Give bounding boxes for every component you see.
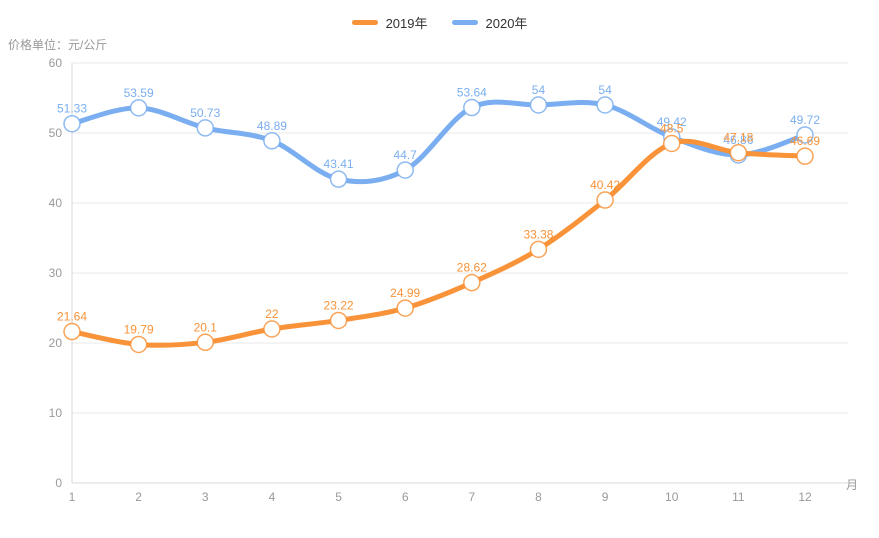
x-axis-name: 月: [846, 478, 858, 492]
data-point-2020年-m2[interactable]: [129, 99, 148, 117]
data-label-2019年-m9: 40.42: [590, 178, 620, 192]
data-label-2020年-m4: 48.89: [257, 119, 287, 133]
data-point-2019年-m11[interactable]: [729, 143, 748, 162]
data-label-2019年-m12: 46.69: [790, 134, 820, 148]
data-label-2020年-m8: 54: [532, 83, 546, 97]
data-point-2019年-m9[interactable]: [596, 191, 614, 209]
legend-label-2019: 2019年: [385, 16, 428, 31]
data-label-2019年-m6: 24.99: [390, 286, 420, 300]
data-point-2019年-m2[interactable]: [129, 335, 148, 354]
data-label-2019年-m10: 48.5: [660, 122, 684, 136]
x-tick-label: 3: [202, 490, 209, 504]
data-point-2019年-m7[interactable]: [463, 273, 481, 292]
x-tick-label: 8: [535, 490, 542, 504]
data-label-2020年-m1: 51.33: [57, 102, 87, 116]
x-tick-label: 9: [602, 490, 609, 504]
data-point-2019年-m3[interactable]: [196, 333, 215, 352]
data-label-2020年-m5: 43.41: [324, 157, 354, 171]
data-label-2020年-m9: 54: [598, 83, 612, 97]
y-tick-label: 10: [49, 406, 63, 420]
data-point-2020年-m7[interactable]: [463, 98, 481, 117]
x-tick-label: 7: [468, 490, 475, 504]
x-tick-label: 12: [798, 490, 812, 504]
x-tick-label: 11: [732, 490, 745, 504]
data-label-2019年-m2: 19.79: [124, 322, 154, 336]
y-tick-label: 30: [49, 266, 63, 280]
data-label-2019年-m1: 21.64: [57, 310, 87, 324]
y-tick-label: 0: [55, 476, 62, 490]
data-point-2019年-m10[interactable]: [662, 134, 681, 153]
chart-legend: 2019年 2020年: [0, 13, 879, 32]
data-label-2019年-m8: 33.38: [523, 227, 553, 241]
series-line-2019年[interactable]: [69, 138, 808, 348]
data-point-2020年-m8[interactable]: [529, 96, 548, 114]
data-point-2019年-m6[interactable]: [396, 299, 414, 317]
legend-line-swatch-2019: [351, 20, 378, 25]
data-point-2019年-m4[interactable]: [263, 320, 281, 338]
data-point-2019年-m12[interactable]: [796, 147, 814, 165]
data-point-2019年-m8[interactable]: [529, 240, 548, 259]
data-label-2020年-m12: 49.72: [790, 113, 820, 127]
y-tick-label: 20: [49, 336, 63, 350]
legend-line-swatch-2020: [451, 20, 478, 25]
x-tick-label: 6: [402, 490, 409, 504]
data-label-2020年-m11: 46.86: [723, 133, 753, 147]
y-axis-unit-title: 价格单位：元/公斤: [8, 38, 108, 52]
data-point-2020年-m9[interactable]: [596, 96, 614, 114]
y-tick-label: 40: [49, 196, 63, 210]
data-point-2020年-m4[interactable]: [263, 132, 281, 150]
legend-label-2020: 2020年: [485, 16, 528, 31]
x-tick-label: 10: [665, 490, 679, 504]
data-label-2019年-m3: 20.1: [194, 320, 218, 334]
data-point-2020年-m3[interactable]: [196, 119, 215, 137]
x-tick-label: 2: [135, 490, 142, 504]
y-tick-label: 60: [49, 56, 63, 70]
x-tick-label: 1: [69, 490, 76, 504]
data-label-2020年-m10: 49.42: [657, 115, 687, 129]
data-point-2020年-m1[interactable]: [63, 114, 81, 133]
data-point-2020年-m6[interactable]: [396, 161, 414, 179]
data-label-2020年-m7: 53.64: [457, 86, 487, 100]
data-label-2019年-m7: 28.62: [457, 261, 487, 275]
data-label-2019年-m5: 23.22: [324, 298, 354, 312]
data-point-2020年-m5[interactable]: [329, 170, 348, 188]
x-tick-label: 5: [335, 490, 342, 504]
y-tick-label: 50: [49, 126, 63, 140]
data-label-2019年-m11: 47.18: [723, 131, 753, 145]
data-label-2019年-m4: 22: [265, 307, 279, 321]
data-point-2019年-m1[interactable]: [63, 322, 81, 341]
data-point-2020年-m12[interactable]: [796, 126, 814, 144]
data-label-2020年-m2: 53.59: [124, 86, 154, 100]
legend-item-2019[interactable]: 2019年: [351, 13, 428, 32]
data-point-2019年-m5[interactable]: [329, 311, 348, 330]
data-label-2020年-m3: 50.73: [190, 106, 220, 120]
x-tick-label: 4: [269, 490, 276, 504]
legend-item-2020[interactable]: 2020年: [451, 13, 528, 32]
data-label-2020年-m6: 44.7: [394, 148, 418, 162]
